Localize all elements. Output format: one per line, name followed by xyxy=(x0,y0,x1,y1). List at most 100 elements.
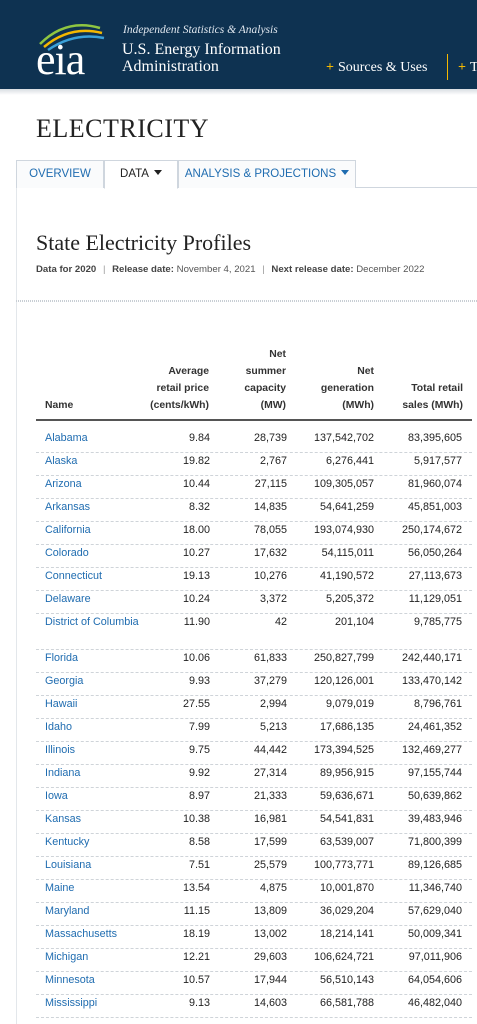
net-summer-capacity: 17,944 xyxy=(253,974,287,986)
state-name-link[interactable]: California xyxy=(45,524,91,536)
state-name-link[interactable]: Connecticut xyxy=(45,570,103,582)
table-row: Indiana 9.92 27,314 89,956,915 97,155,74… xyxy=(36,765,472,788)
eia-logo[interactable]: eia xyxy=(36,22,112,82)
column-header-sales[interactable]: Total retail sales (MWh) xyxy=(402,380,463,414)
avg-retail-price: 7.99 xyxy=(188,721,210,733)
column-header-generation[interactable]: Net generation (MWh) xyxy=(321,363,374,414)
tab-overview[interactable]: OVERVIEW xyxy=(16,160,104,188)
total-retail-sales: 57,629,040 xyxy=(407,905,462,917)
state-name-link[interactable]: Mississippi xyxy=(45,997,98,1009)
state-name-link[interactable]: Louisiana xyxy=(45,859,92,871)
logo-text: eia xyxy=(36,35,85,84)
column-header-capacity[interactable]: Net summer capacity (MW) xyxy=(244,346,286,414)
total-retail-sales: 45,851,003 xyxy=(407,501,462,513)
state-name-link[interactable]: Delaware xyxy=(45,593,91,605)
column-header-price-line: Average xyxy=(168,366,209,377)
state-name-link[interactable]: Hawaii xyxy=(45,698,78,710)
state-name-link[interactable]: Idaho xyxy=(45,721,73,733)
page-title: State Electricity Profiles xyxy=(36,230,252,255)
tab-analysis-projections[interactable]: ANALYSIS & PROJECTIONS xyxy=(178,160,356,188)
state-name-link[interactable]: Colorado xyxy=(45,547,89,559)
state-name-link[interactable]: Iowa xyxy=(45,790,68,802)
state-name-link[interactable]: Florida xyxy=(45,652,79,664)
total-retail-sales: 242,440,171 xyxy=(401,652,462,664)
net-summer-capacity: 13,002 xyxy=(253,928,287,940)
total-retail-sales: 39,483,946 xyxy=(407,813,462,825)
state-name-link[interactable]: Alaska xyxy=(45,455,78,467)
state-name-link[interactable]: Arkansas xyxy=(45,501,91,513)
state-name-link[interactable]: Michigan xyxy=(45,951,89,963)
total-retail-sales: 250,174,672 xyxy=(401,524,462,536)
nav-topics[interactable]: + T xyxy=(458,60,477,76)
data-year: Data for 2020 xyxy=(36,264,97,275)
plus-icon: + xyxy=(458,60,466,75)
net-generation: 89,956,915 xyxy=(319,767,374,779)
nav-sources-uses[interactable]: + Sources & Uses xyxy=(326,60,427,76)
total-retail-sales: 27,113,673 xyxy=(408,570,462,582)
net-generation: 250,827,799 xyxy=(313,652,374,664)
net-summer-capacity: 5,213 xyxy=(259,721,287,733)
agency-name-line1: U.S. Energy Information xyxy=(122,41,281,58)
net-generation: 5,205,372 xyxy=(325,593,374,605)
site-header: eia Independent Statistics & Analysis U.… xyxy=(0,0,477,89)
state-name-link[interactable]: Indiana xyxy=(45,767,81,779)
state-name-link[interactable]: Maryland xyxy=(45,905,90,917)
tab-overview-label: OVERVIEW xyxy=(29,168,91,180)
net-summer-capacity: 42 xyxy=(274,616,287,628)
net-summer-capacity: 44,442 xyxy=(253,744,287,756)
column-header-capacity-line: Net xyxy=(269,349,286,360)
state-name-link[interactable]: Alabama xyxy=(45,432,88,444)
net-summer-capacity: 2,994 xyxy=(259,698,287,710)
avg-retail-price: 10.06 xyxy=(182,652,210,664)
net-summer-capacity: 29,603 xyxy=(253,951,287,963)
table-row: Arizona 10.44 27,115 109,305,057 81,960,… xyxy=(36,476,472,499)
net-generation: 59,636,671 xyxy=(319,790,374,802)
column-header-capacity-line: capacity xyxy=(244,383,286,394)
table-row: Kansas 10.38 16,981 54,541,831 39,483,94… xyxy=(36,811,472,834)
table-row: Colorado 10.27 17,632 54,115,011 56,050,… xyxy=(36,545,472,568)
state-name-link[interactable]: Illinois xyxy=(45,744,76,756)
column-header-capacity-line: (MW) xyxy=(260,400,286,411)
total-retail-sales: 97,155,744 xyxy=(407,767,462,779)
agency-name: U.S. Energy Information Administration xyxy=(122,41,281,75)
table-row: Mississippi 9.13 14,603 66,581,788 46,48… xyxy=(36,995,472,1018)
tab-data[interactable]: DATA xyxy=(104,160,178,189)
release-date-label: Release date: xyxy=(112,264,174,275)
avg-retail-price: 9.75 xyxy=(188,744,210,756)
total-retail-sales: 5,917,577 xyxy=(413,455,462,467)
table-row: Louisiana 7.51 25,579 100,773,771 89,126… xyxy=(36,857,472,880)
avg-retail-price: 10.38 xyxy=(182,813,210,825)
column-header-price[interactable]: Average retail price (cents/kWh) xyxy=(150,363,209,414)
tab-analysis-label: ANALYSIS & PROJECTIONS xyxy=(184,168,337,180)
total-retail-sales: 64,054,606 xyxy=(407,974,462,986)
total-retail-sales: 133,470,142 xyxy=(401,675,462,687)
release-info: Data for 2020 | Release date: November 4… xyxy=(36,264,424,275)
state-name-link[interactable]: Massachusetts xyxy=(45,928,118,940)
column-header-name[interactable]: Name xyxy=(45,400,74,411)
state-name-link[interactable]: Georgia xyxy=(45,675,84,687)
table-row: California 18.00 78,055 193,074,930 250,… xyxy=(36,522,472,545)
state-name-link[interactable]: Minnesota xyxy=(45,974,95,986)
state-name-link[interactable]: District of Columbia xyxy=(45,616,139,628)
table-row: Massachusetts 18.19 13,002 18,214,141 50… xyxy=(36,926,472,949)
avg-retail-price: 19.13 xyxy=(182,570,210,582)
state-name-link[interactable]: Kansas xyxy=(45,813,82,825)
state-name-link[interactable]: Arizona xyxy=(45,478,82,490)
net-summer-capacity: 25,579 xyxy=(253,859,287,871)
state-name-link[interactable]: Kentucky xyxy=(45,836,90,848)
column-header-generation-line: Net xyxy=(357,366,374,377)
nav-divider xyxy=(447,54,448,80)
net-summer-capacity: 3,372 xyxy=(259,593,287,605)
column-header-price-line: retail price xyxy=(156,383,209,394)
state-name-link[interactable]: Maine xyxy=(45,882,75,894)
net-summer-capacity: 78,055 xyxy=(253,524,287,536)
net-generation: 66,581,788 xyxy=(319,997,374,1009)
section-title: ELECTRICITY xyxy=(36,114,210,143)
table-row: Alaska 19.82 2,767 6,276,441 5,917,577 xyxy=(36,453,472,476)
table-row: Minnesota 10.57 17,944 56,510,143 64,054… xyxy=(36,972,472,995)
table-row: District of Columbia 11.90 42 201,104 9,… xyxy=(36,614,472,650)
net-generation: 100,773,771 xyxy=(313,859,374,871)
net-summer-capacity: 4,875 xyxy=(259,882,287,894)
nav-topics-label: T xyxy=(469,60,477,75)
net-summer-capacity: 17,599 xyxy=(253,836,287,848)
